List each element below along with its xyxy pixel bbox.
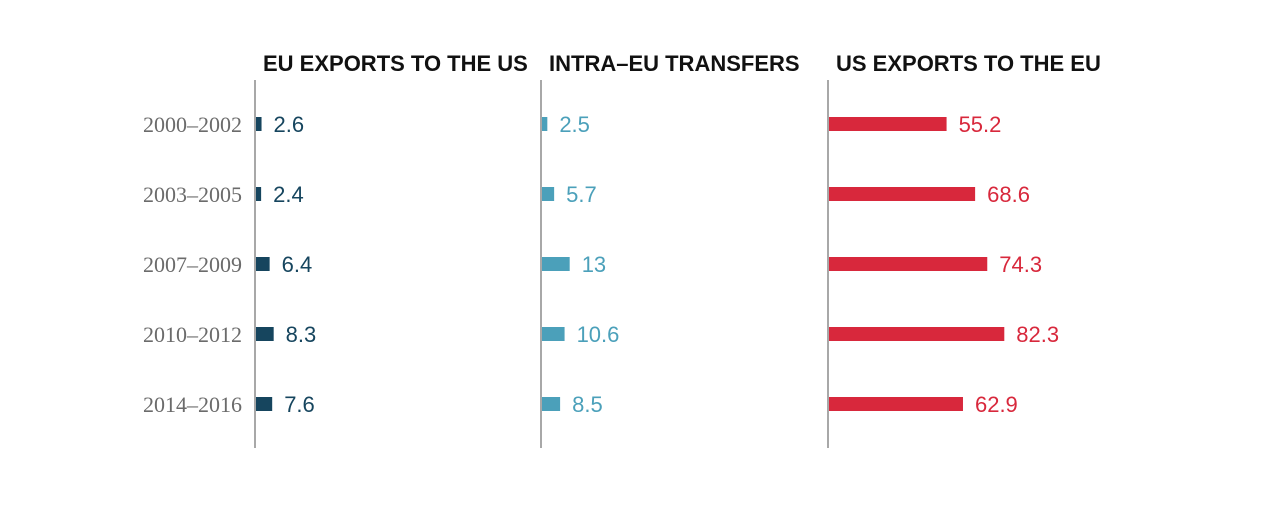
bar [829, 257, 988, 271]
bar [829, 117, 947, 131]
category-label: 2000–2002 [143, 112, 242, 137]
data-label: 2.6 [274, 112, 305, 137]
panel: INTRA–EU TRANSFERS 2.5 5.7 13 10.6 8.5 [540, 51, 800, 448]
panel-title: EU EXPORTS TO THE US [263, 51, 528, 76]
panel: EU EXPORTS TO THE US 2.6 2.4 6.4 8.3 7.6 [254, 51, 528, 448]
data-label: 62.9 [975, 392, 1018, 417]
bar [829, 397, 963, 411]
bar [829, 187, 976, 201]
panel: US EXPORTS TO THE EU 55.2 68.6 74.3 82.3 62.9 [827, 51, 1101, 448]
data-label: 2.5 [559, 112, 590, 137]
data-label: 5.7 [566, 182, 597, 207]
bar [829, 327, 1005, 341]
data-label: 6.4 [282, 252, 313, 277]
data-label: 82.3 [1016, 322, 1059, 347]
category-label: 2007–2009 [143, 252, 242, 277]
data-label: 68.6 [987, 182, 1030, 207]
category-labels: 2000–2002 2003–2005 2007–2009 2010–2012 2014… [143, 112, 242, 417]
bar [542, 117, 548, 131]
data-label: 8.5 [572, 392, 603, 417]
category-label: 2003–2005 [143, 182, 242, 207]
data-label: 2.4 [273, 182, 304, 207]
bar [256, 117, 262, 131]
data-label: 55.2 [959, 112, 1002, 137]
category-label: 2014–2016 [143, 392, 242, 417]
category-label: 2010–2012 [143, 322, 242, 347]
panel-title: INTRA–EU TRANSFERS [549, 51, 800, 76]
data-label: 8.3 [286, 322, 317, 347]
bar [256, 187, 262, 201]
bar [542, 187, 555, 201]
bar [542, 327, 565, 341]
data-label: 7.6 [284, 392, 315, 417]
bar [256, 257, 270, 271]
bar [256, 397, 273, 411]
bar [256, 327, 274, 341]
bar [542, 397, 561, 411]
data-label: 13 [582, 252, 606, 277]
data-label: 74.3 [999, 252, 1042, 277]
panel-title: US EXPORTS TO THE EU [836, 51, 1101, 76]
data-label: 10.6 [577, 322, 620, 347]
panels: EU EXPORTS TO THE US 2.6 2.4 6.4 8.3 7.6 INTRA… [254, 51, 1101, 448]
bar [542, 257, 570, 271]
